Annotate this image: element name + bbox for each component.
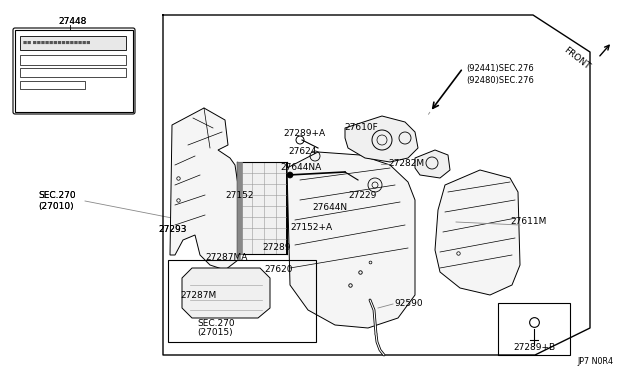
Polygon shape [170, 108, 238, 270]
Text: (92480)SEC.276: (92480)SEC.276 [466, 76, 534, 84]
Text: SEC.270: SEC.270 [197, 318, 235, 327]
Text: 27152+A: 27152+A [290, 224, 332, 232]
Text: 27289+A: 27289+A [283, 128, 325, 138]
Bar [15, 30, 133, 112]
Text: 27293: 27293 [158, 225, 186, 234]
Bar [238, 162, 286, 254]
Text: 27289+B: 27289+B [513, 343, 555, 352]
Text: 27282M: 27282M [388, 160, 424, 169]
Text: SEC.270: SEC.270 [38, 192, 76, 201]
Text: 27289: 27289 [262, 244, 291, 253]
Text: 27611M: 27611M [510, 218, 547, 227]
Text: FRONT: FRONT [562, 45, 591, 71]
Bar [168, 260, 316, 342]
Text: (27015): (27015) [197, 328, 232, 337]
Polygon shape [345, 116, 418, 162]
Bar [237, 162, 242, 254]
Text: 27229: 27229 [348, 190, 376, 199]
Text: 27620: 27620 [264, 266, 292, 275]
Bar [20, 68, 126, 77]
Text: 27624: 27624 [288, 147, 316, 155]
Polygon shape [287, 152, 415, 328]
Bar [20, 36, 126, 50]
Text: (92441)SEC.276: (92441)SEC.276 [466, 64, 534, 73]
Bar [20, 81, 85, 89]
Text: 27448: 27448 [58, 17, 86, 26]
Polygon shape [435, 170, 520, 295]
Text: 27644NA: 27644NA [280, 164, 321, 173]
Polygon shape [415, 150, 450, 178]
Text: (27010): (27010) [38, 202, 74, 212]
Text: 27287M: 27287M [180, 292, 216, 301]
Circle shape [287, 172, 293, 178]
Text: 27610F: 27610F [344, 124, 378, 132]
Text: 27152: 27152 [225, 192, 253, 201]
Polygon shape [182, 268, 270, 318]
Text: SEC.270: SEC.270 [38, 192, 76, 201]
Text: 27644N: 27644N [312, 202, 347, 212]
Text: JP7 N0R4: JP7 N0R4 [577, 357, 613, 366]
Text: 27448: 27448 [58, 17, 86, 26]
Text: 27293: 27293 [158, 225, 186, 234]
Text: (27010): (27010) [38, 202, 74, 212]
Text: ■■ ■■■■■■■■■■■■■■: ■■ ■■■■■■■■■■■■■■ [23, 41, 90, 45]
Bar [20, 55, 126, 65]
Text: 27287MA: 27287MA [205, 253, 248, 263]
Text: 92590: 92590 [394, 299, 422, 308]
Bar [498, 303, 570, 355]
